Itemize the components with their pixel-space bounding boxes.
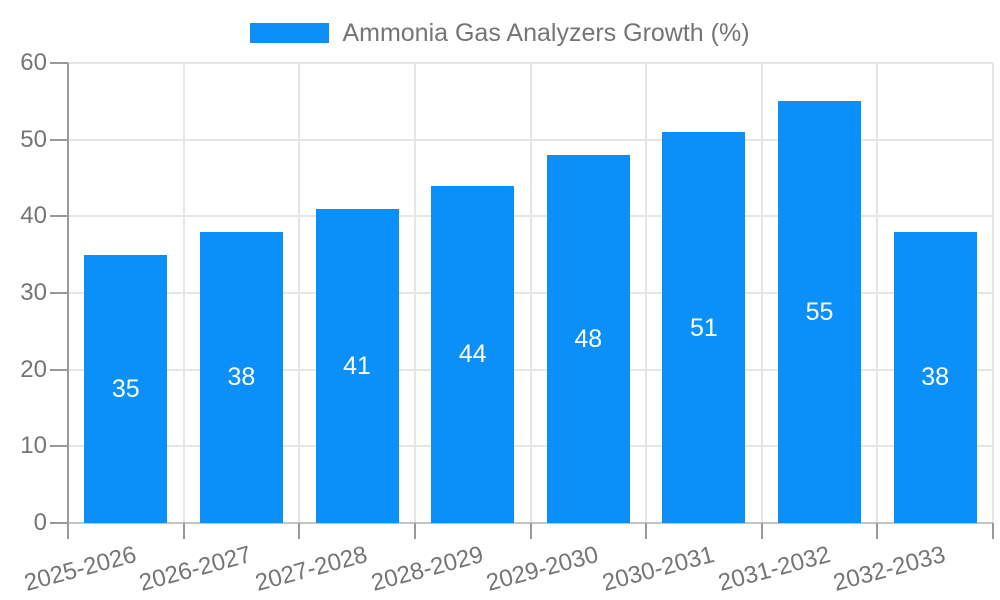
bar <box>84 254 168 523</box>
bar <box>778 101 862 523</box>
y-tick-label: 60 <box>20 49 47 76</box>
y-axis-tick <box>50 292 68 294</box>
y-tick-label: 50 <box>20 125 47 153</box>
x-axis-tick <box>67 523 69 539</box>
gridline-vertical <box>992 63 994 523</box>
legend-swatch-icon <box>250 23 330 43</box>
bar <box>199 231 283 523</box>
bar-value-label: 44 <box>458 340 487 369</box>
chart-legend[interactable]: Ammonia Gas Analyzers Growth (%) <box>0 13 1000 53</box>
gridline-vertical <box>413 63 416 523</box>
gridline-vertical <box>760 63 763 523</box>
y-axis-tick <box>50 445 68 448</box>
y-axis-tick <box>50 138 68 141</box>
y-tick-label: 30 <box>20 279 47 306</box>
x-axis-tick <box>182 523 185 539</box>
gridline-vertical <box>529 63 532 523</box>
y-axis-tick <box>50 215 68 218</box>
x-axis-tick <box>992 523 994 539</box>
bar-value-label: 48 <box>574 325 603 353</box>
y-axis-line <box>67 63 69 539</box>
bar <box>315 208 399 523</box>
bar-value-label: 38 <box>227 363 256 392</box>
bar-value-label: 55 <box>805 298 834 327</box>
y-tick-label: 20 <box>20 355 47 383</box>
x-axis-tick <box>645 523 648 539</box>
x-axis-tick <box>760 523 763 539</box>
x-axis-tick <box>413 523 416 539</box>
y-tick-label: 10 <box>20 432 47 460</box>
y-tick-label: 40 <box>20 202 47 230</box>
y-axis-tick <box>50 62 68 64</box>
x-axis-tick <box>529 523 532 539</box>
gridline-vertical <box>298 63 301 523</box>
legend-label: Ammonia Gas Analyzers Growth (%) <box>342 19 750 47</box>
bar <box>431 185 515 523</box>
x-axis-tick <box>298 523 301 539</box>
bar <box>662 132 746 523</box>
gridline-vertical <box>645 63 648 523</box>
y-axis-tick <box>50 522 68 524</box>
y-tick-label: 0 <box>33 509 47 536</box>
x-axis-tick <box>876 523 879 539</box>
bar <box>893 231 977 523</box>
bar-value-label: 35 <box>111 374 140 403</box>
bar-value-label: 41 <box>343 351 371 380</box>
bar-value-label: 38 <box>921 363 950 392</box>
gridline-vertical <box>182 63 185 523</box>
bar <box>546 155 630 523</box>
y-axis-tick <box>50 368 68 371</box>
gridline-vertical <box>876 63 879 523</box>
bar-value-label: 51 <box>690 313 718 342</box>
